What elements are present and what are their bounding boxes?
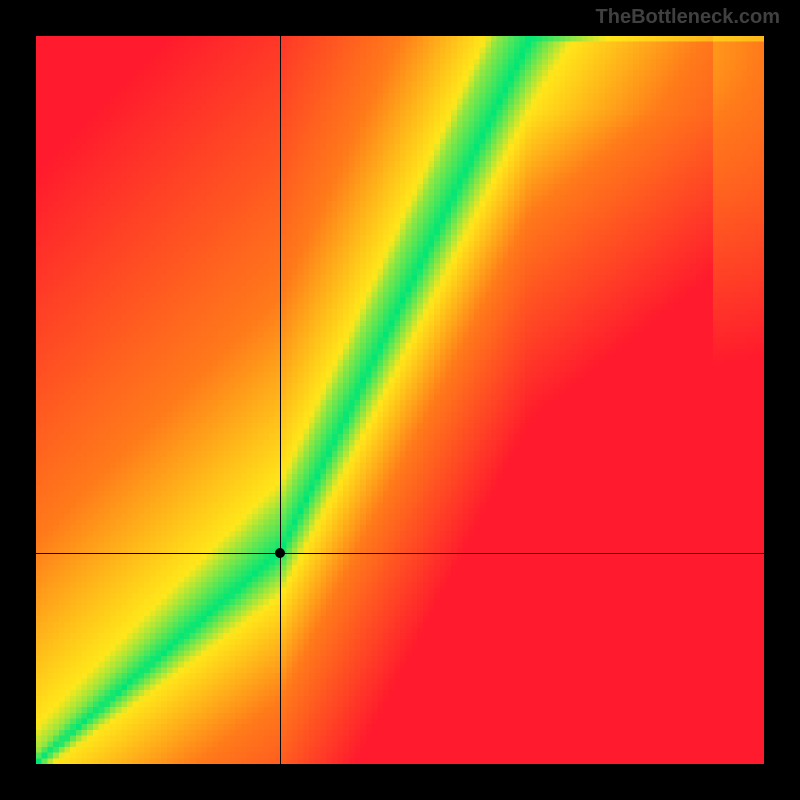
heatmap-plot <box>36 36 764 764</box>
crosshair-marker <box>275 548 285 558</box>
crosshair-horizontal <box>36 553 764 554</box>
crosshair-vertical <box>280 36 281 764</box>
watermark-text: TheBottleneck.com <box>596 6 780 29</box>
heatmap-canvas <box>36 36 764 764</box>
